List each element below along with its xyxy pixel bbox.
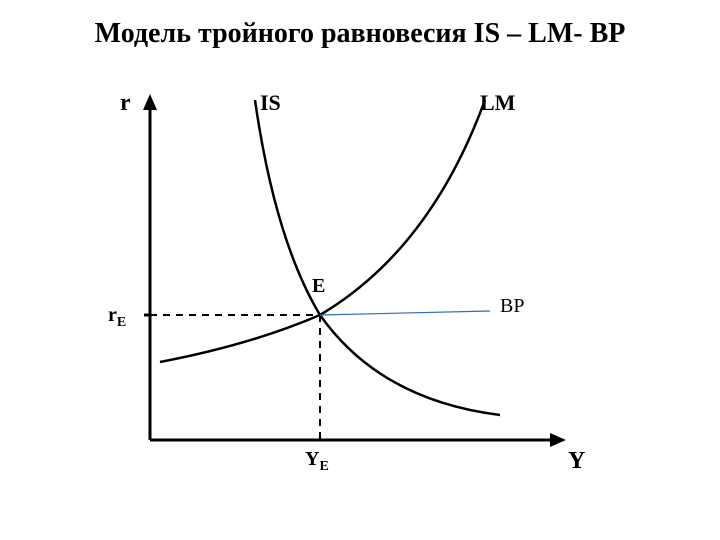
lm-label-text: LM — [480, 90, 515, 115]
bp-label-text: BP — [500, 295, 524, 317]
r-e-text: r — [108, 304, 117, 326]
y-e-label: YE — [305, 448, 329, 475]
eq-point-text: E — [312, 275, 325, 297]
page: Модель тройного равновесия IS – LM- BP r… — [0, 0, 720, 540]
x-axis-label-text: Y — [568, 448, 585, 474]
bp-curve-label: BP — [500, 295, 524, 318]
r-e-sub: E — [117, 315, 126, 330]
islm-diagram: r Y IS LM E BP rE YE — [80, 80, 640, 520]
x-axis-label: Y — [568, 448, 585, 475]
is-curve-label: IS — [260, 90, 281, 116]
y-e-text: Y — [305, 448, 319, 470]
r-e-label: rE — [108, 304, 126, 331]
is-label-text: IS — [260, 90, 281, 115]
y-e-sub: E — [319, 459, 328, 474]
y-axis-label: r — [120, 90, 131, 117]
equilibrium-label: E — [312, 275, 325, 298]
diagram-svg — [80, 80, 640, 520]
lm-curve-label: LM — [480, 90, 515, 116]
page-title: Модель тройного равновесия IS – LM- BP — [0, 18, 720, 50]
y-axis-label-text: r — [120, 90, 131, 116]
